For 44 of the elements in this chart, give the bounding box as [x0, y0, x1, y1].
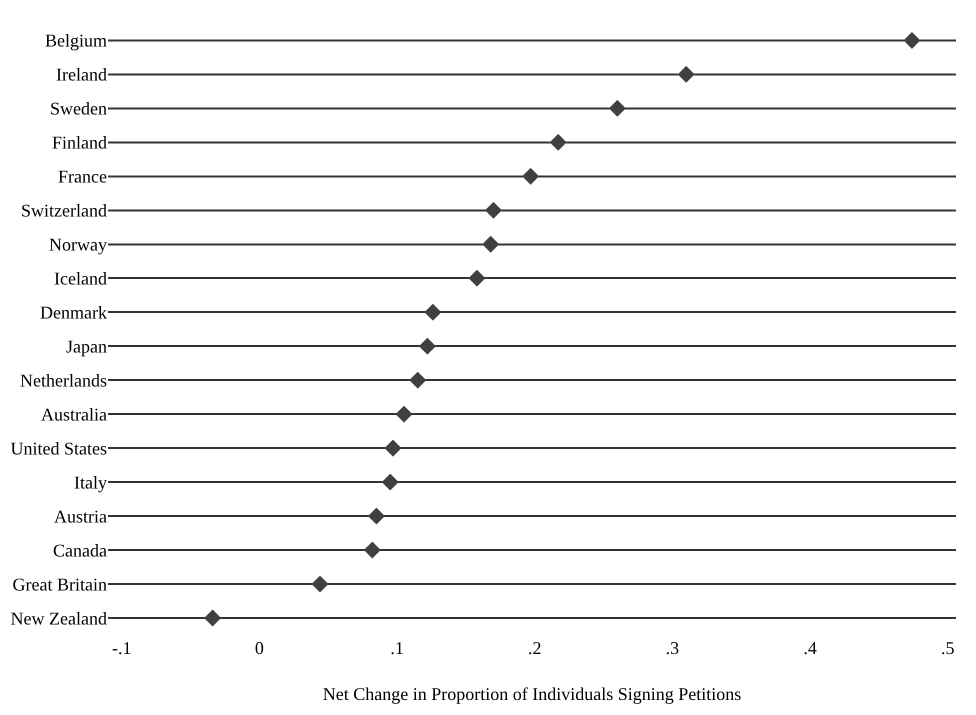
y-tick-label: United States: [10, 438, 107, 458]
x-tick-label: .5: [940, 638, 954, 658]
point: [424, 304, 442, 321]
y-tick-label: Switzerland: [21, 200, 107, 221]
y-tick-label: Australia: [41, 404, 108, 424]
point: [418, 338, 436, 355]
point: [468, 270, 486, 287]
y-tick-label: Great Britain: [12, 574, 107, 594]
point: [204, 610, 222, 626]
point: [312, 576, 328, 592]
y-tick-label: Austria: [54, 506, 107, 526]
x-tick-label: 0: [254, 638, 264, 658]
y-tick-label: Japan: [66, 336, 107, 356]
x-axis-title: Net Change in Proportion of Individuals Signing Petitions: [322, 684, 742, 704]
y-tick-label: Ireland: [56, 64, 107, 85]
x-tick-label: .1: [390, 638, 404, 658]
x-tick-label: .3: [666, 638, 680, 658]
y-tick-label: New Zealand: [10, 608, 107, 628]
y-tick-label: Denmark: [40, 302, 107, 323]
point: [368, 508, 385, 525]
y-tick-label: Canada: [53, 540, 107, 560]
x-tick-label: .4: [803, 638, 817, 658]
y-tick-label: Finland: [52, 132, 107, 153]
x-tick-label: -.1: [112, 638, 132, 658]
point: [485, 202, 502, 219]
y-tick-label: Norway: [49, 234, 107, 255]
point: [364, 542, 381, 559]
y-tick-label: Iceland: [54, 268, 107, 289]
point: [409, 372, 426, 389]
point: [482, 236, 500, 253]
point: [396, 406, 412, 423]
x-tick-label: .2: [528, 638, 542, 658]
y-tick-label: Netherlands: [20, 370, 107, 390]
y-tick-label: France: [58, 166, 107, 187]
point: [382, 474, 399, 491]
y-tick-label: Italy: [74, 472, 107, 492]
y-tick-label: Sweden: [50, 98, 107, 119]
point: [384, 440, 402, 457]
point: [522, 168, 540, 185]
y-tick-label: Belgium: [45, 30, 107, 51]
point: [608, 100, 626, 117]
point: [678, 66, 695, 83]
point: [550, 134, 567, 151]
point: [904, 32, 920, 49]
